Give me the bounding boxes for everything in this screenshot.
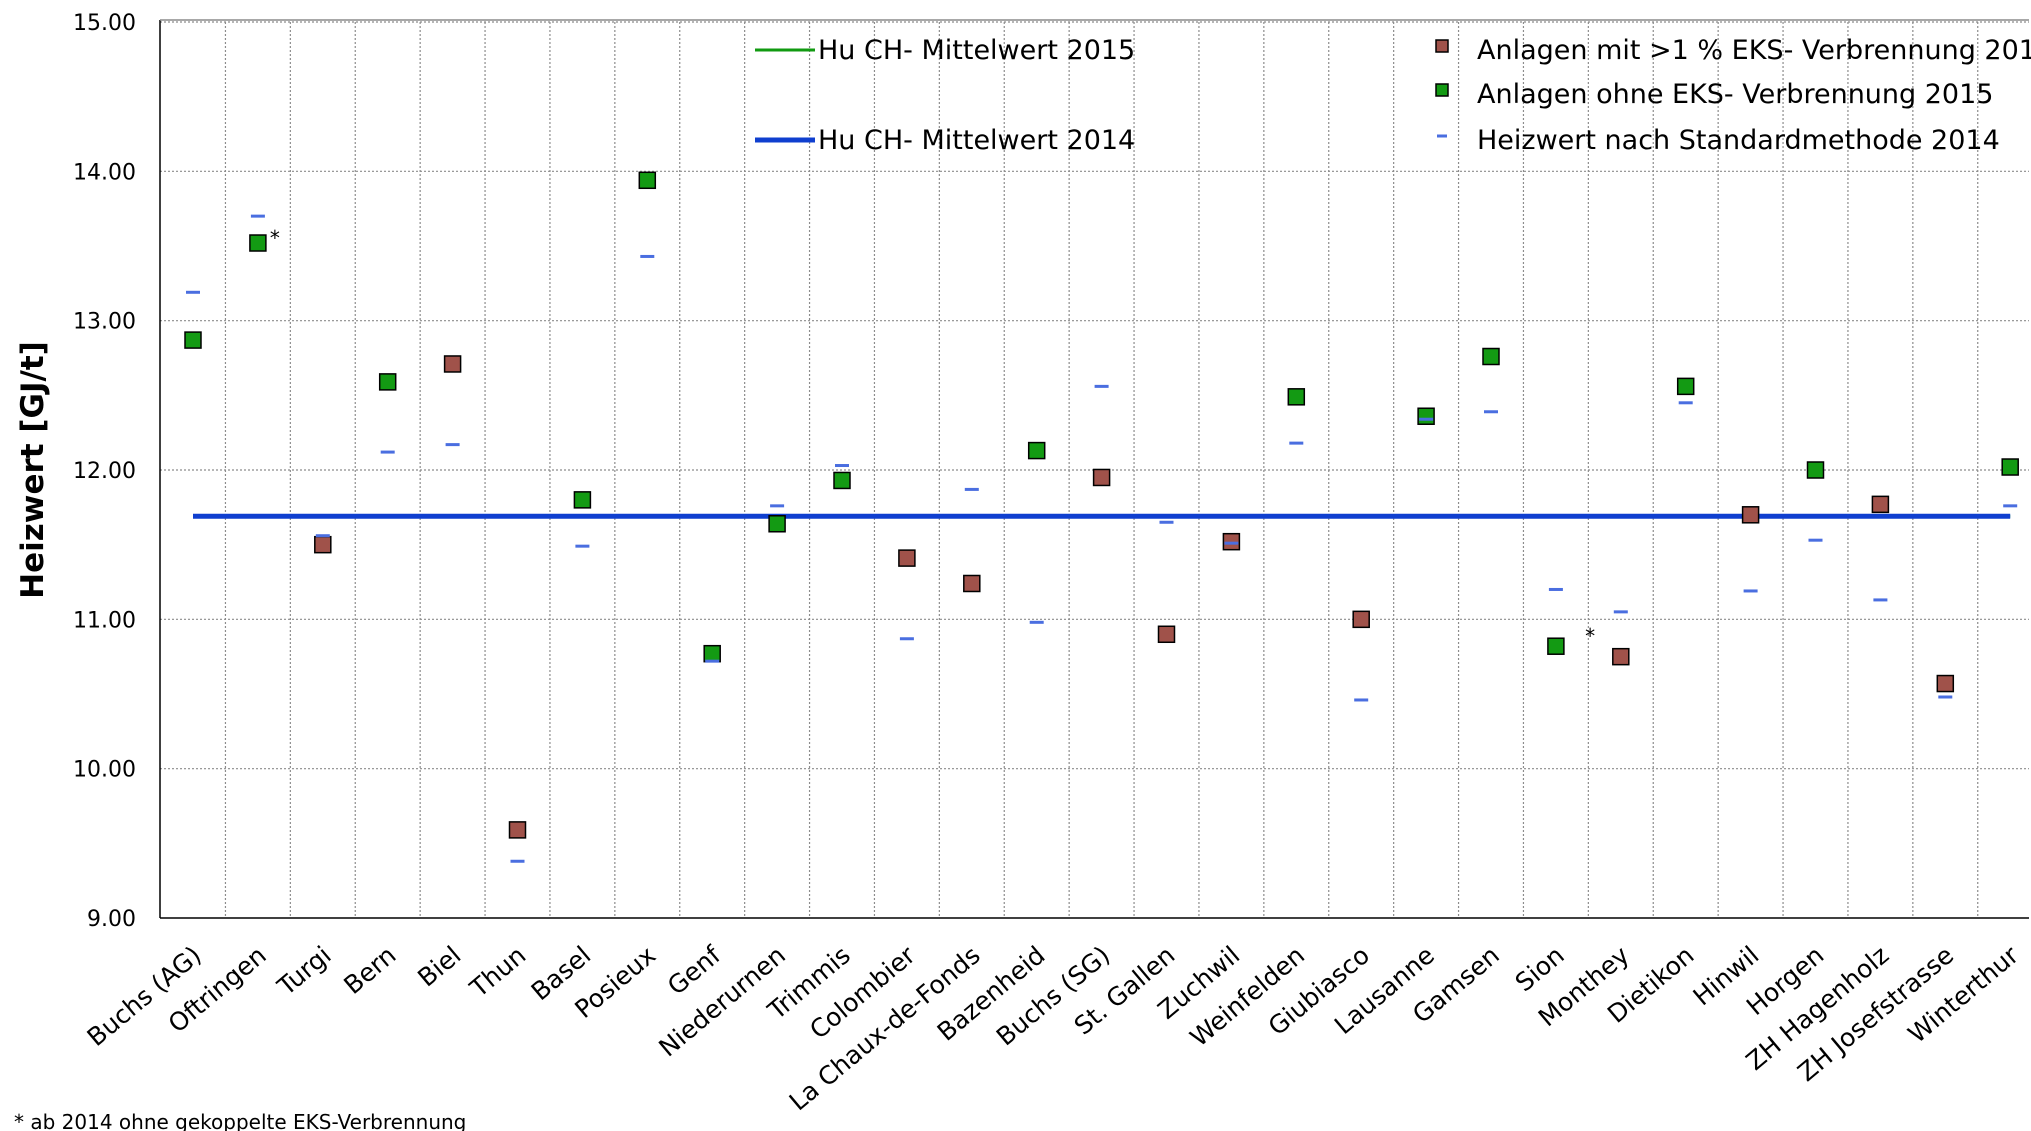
data-point — [378, 373, 397, 391]
data-point — [573, 491, 592, 509]
legend-square-swatch — [1435, 39, 1449, 53]
legend-label: Hu CH- Mittelwert 2015 — [818, 35, 1135, 66]
y-tick-label: 15.00 — [73, 11, 136, 36]
data-point — [184, 331, 202, 349]
annotation-asterisk: * — [270, 226, 280, 250]
data-point — [1157, 625, 1176, 644]
data-point — [1352, 610, 1370, 629]
data-point — [963, 574, 981, 593]
x-tick-label: Thun — [464, 940, 532, 1003]
y-tick-label: 11.00 — [73, 608, 136, 633]
data-point — [1612, 647, 1630, 666]
legend-label: Heizwert nach Standardmethode 2014 — [1477, 125, 2000, 156]
legend-label: Hu CH- Mittelwert 2014 — [818, 125, 1135, 156]
data-point — [768, 515, 786, 533]
data-point — [1936, 674, 1955, 693]
legend-label: Anlagen mit >1 % EKS- Verbrennung 2015 — [1477, 35, 2031, 66]
data-point — [1676, 377, 1695, 396]
grid — [160, 21, 2029, 918]
y-tick-label: 13.00 — [73, 310, 136, 335]
data-marks: ** — [184, 171, 2019, 863]
y-axis-title: Heizwert [GJ/t] — [15, 341, 51, 599]
x-tick-label: Biel — [412, 940, 466, 992]
data-point — [1482, 347, 1500, 366]
data-point — [833, 471, 851, 490]
data-point — [1092, 468, 1111, 487]
x-tick-label: Bern — [338, 940, 401, 1000]
legend-label: Anlagen ohne EKS- Verbrennung 2015 — [1477, 79, 1993, 110]
data-point — [249, 234, 267, 252]
y-tick-label: 14.00 — [73, 160, 136, 185]
annotation-asterisk: * — [1585, 624, 1595, 648]
data-point — [2001, 458, 2019, 476]
data-point — [508, 821, 527, 839]
data-point — [1417, 407, 1435, 425]
y-tick-label: 10.00 — [73, 758, 136, 783]
data-point — [1806, 461, 1825, 479]
data-point — [898, 549, 916, 567]
data-point — [1547, 637, 1565, 655]
legend-square-swatch — [1435, 83, 1449, 97]
data-point — [703, 644, 721, 663]
footnote: * ab 2014 ohne gekoppelte EKS-Verbrennun… — [14, 1110, 466, 1131]
y-tick-label: 9.00 — [87, 907, 136, 932]
data-point — [1871, 495, 1890, 514]
data-point — [638, 171, 657, 190]
data-point — [1287, 388, 1306, 406]
x-tick-label: Turgi — [271, 940, 336, 1001]
data-point — [1741, 506, 1760, 524]
axes — [159, 19, 2029, 919]
y-tick-label: 12.00 — [73, 459, 136, 484]
data-point — [443, 355, 462, 373]
data-point — [1027, 441, 1046, 460]
data-point — [314, 535, 332, 554]
axis-labels: 9.00 10.00 11.00 12.00 13.00 14.00 15.00 Heizwe… — [15, 11, 2025, 1116]
legend: Hu CH- Mittelwert 2015 Hu CH- Mittelwert … — [755, 35, 2031, 156]
